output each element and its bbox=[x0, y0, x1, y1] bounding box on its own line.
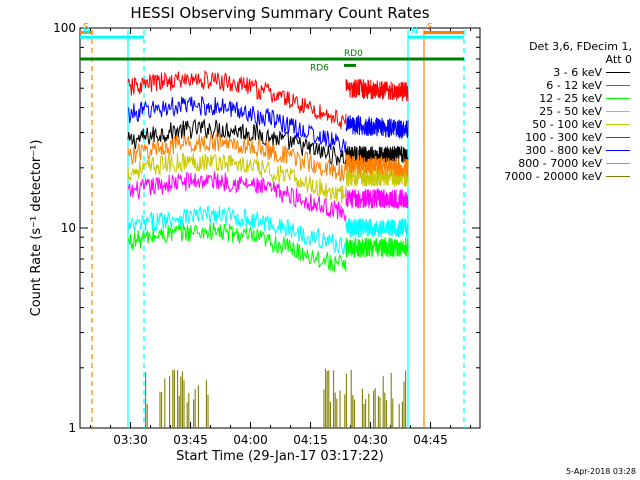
series-2-seg-0 bbox=[127, 222, 347, 273]
legend-label: 25 - 50 keV bbox=[539, 105, 602, 118]
y-tick-label-0: 1 bbox=[68, 421, 76, 435]
legend-label: 800 - 7000 keV bbox=[518, 157, 602, 170]
legend-item-0: 3 - 6 keV bbox=[470, 66, 632, 79]
x-tick-label-2: 04:00 bbox=[233, 433, 268, 447]
x-tick-label-4: 04:30 bbox=[353, 433, 388, 447]
legend-swatch bbox=[606, 85, 630, 86]
footer-date: 5-Apr-2018 03:28 bbox=[566, 467, 636, 476]
y-tick-label-2: 100 bbox=[53, 21, 76, 35]
series-5-seg-1 bbox=[345, 79, 409, 102]
series-1-seg-0 bbox=[127, 171, 347, 222]
legend-swatch bbox=[606, 137, 630, 138]
legend-label: 6 - 12 keV bbox=[546, 79, 602, 92]
series-4-seg-0 bbox=[127, 152, 347, 204]
series-3-seg-1 bbox=[345, 218, 409, 239]
x-tick-label-5: 04:45 bbox=[413, 433, 448, 447]
series-2-seg-1 bbox=[345, 237, 409, 259]
legend-swatch bbox=[606, 111, 630, 112]
legend-label: 50 - 100 keV bbox=[532, 118, 602, 131]
series-0-seg-0 bbox=[127, 118, 347, 167]
legend-swatch bbox=[606, 124, 630, 125]
legend-swatch bbox=[606, 98, 630, 99]
band-label-5: RD0 bbox=[344, 49, 363, 59]
band-label-2: N bbox=[411, 27, 418, 37]
legend-label: 12 - 25 keV bbox=[539, 92, 602, 105]
x-tick-label-3: 04:15 bbox=[293, 433, 328, 447]
legend-swatch bbox=[606, 163, 630, 164]
legend-label: 300 - 800 keV bbox=[525, 144, 602, 157]
series-6-seg-1 bbox=[345, 115, 409, 139]
legend-item-2: 12 - 25 keV bbox=[470, 92, 632, 105]
legend-item-6: 300 - 800 keV bbox=[470, 144, 632, 157]
series-5-seg-0 bbox=[127, 69, 347, 130]
series-1-seg-1 bbox=[345, 187, 409, 210]
y-axis-label: Count Rate (s⁻¹ detector⁻¹) bbox=[29, 140, 44, 317]
band-label-3: S bbox=[427, 22, 433, 32]
x-tick-label-1: 03:45 bbox=[173, 433, 208, 447]
series-7-seg-0 bbox=[127, 131, 347, 182]
series-7-seg-1 bbox=[345, 154, 409, 178]
legend-label: 7000 - 20000 keV bbox=[504, 170, 602, 183]
chart-title: HESSI Observing Summary Count Rates bbox=[130, 4, 429, 22]
series-3-seg-0 bbox=[127, 205, 347, 255]
x-axis-label: Start Time (29-Jan-17 03:17:22) bbox=[176, 449, 384, 464]
legend-item-4: 50 - 100 keV bbox=[470, 118, 632, 131]
y-tick-label-1: 10 bbox=[61, 221, 76, 235]
legend-item-3: 25 - 50 keV bbox=[470, 105, 632, 118]
legend-header-line1: Det 3,6, FDecim 1, bbox=[529, 40, 632, 53]
legend-header-line2: Att 0 bbox=[605, 53, 632, 66]
legend-item-5: 100 - 300 keV bbox=[470, 131, 632, 144]
series-6-seg-0 bbox=[127, 96, 347, 155]
legend-swatch bbox=[606, 72, 630, 73]
band-label-4: RD6 bbox=[310, 63, 329, 73]
x-tick-label-0: 03:30 bbox=[113, 433, 148, 447]
legend-item-1: 6 - 12 keV bbox=[470, 79, 632, 92]
series-4-seg-1 bbox=[345, 167, 409, 187]
legend-item-7: 800 - 7000 keV bbox=[470, 157, 632, 170]
series-0-seg-1 bbox=[345, 145, 409, 167]
legend-item-8: 7000 - 20000 keV bbox=[470, 170, 632, 183]
legend-label: 100 - 300 keV bbox=[525, 131, 602, 144]
chart-legend: Det 3,6, FDecim 1, Att 0 3 - 6 keV 6 - 12… bbox=[470, 40, 632, 183]
band-label-1: N bbox=[83, 27, 90, 37]
band-label-0: S bbox=[83, 22, 89, 32]
legend-label: 3 - 6 keV bbox=[553, 66, 602, 79]
legend-swatch bbox=[606, 150, 630, 151]
legend-swatch bbox=[606, 176, 630, 177]
